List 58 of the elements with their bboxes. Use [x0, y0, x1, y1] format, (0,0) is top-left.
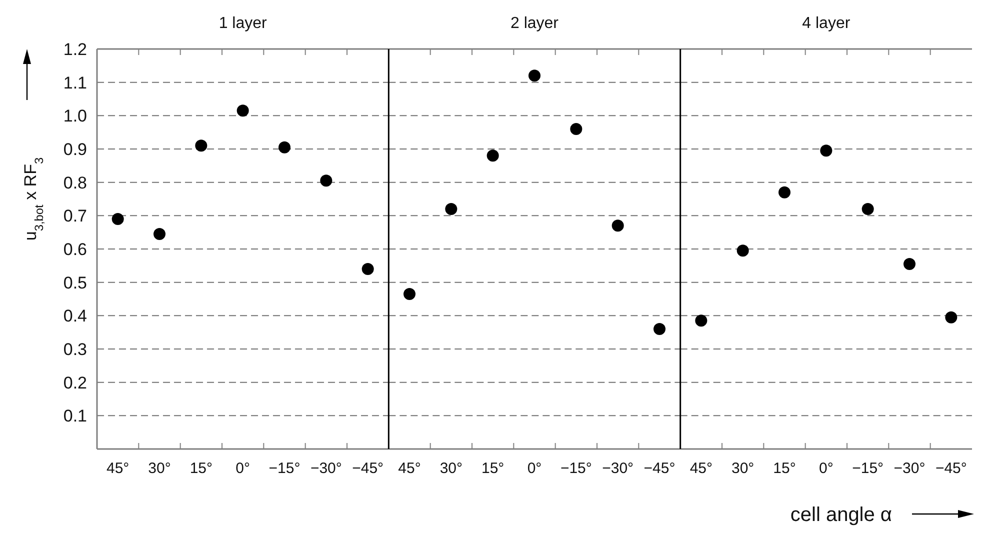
point	[820, 144, 832, 157]
point	[528, 70, 540, 82]
chart-title: 1 layer	[218, 15, 268, 32]
point	[112, 213, 124, 225]
point	[904, 258, 916, 270]
point	[362, 263, 374, 275]
y-tick-label: 0.4	[63, 306, 87, 326]
x-tick-label: 45°	[106, 460, 130, 477]
point	[695, 314, 708, 327]
x-tick-label: −15°	[268, 460, 300, 477]
point	[612, 220, 624, 232]
x-tick-label: 0°	[527, 460, 542, 477]
point	[654, 323, 666, 335]
x-tick-label: −45°	[935, 460, 967, 477]
point	[778, 186, 790, 198]
x-tick-label: 15°	[773, 460, 796, 477]
point	[486, 150, 499, 162]
x-tick-label: 30°	[440, 460, 463, 477]
point	[320, 174, 332, 187]
x-tick-label: 15°	[481, 460, 504, 477]
x-axis-title: cell angle α	[790, 504, 892, 526]
y-tick-label: 1.1	[63, 73, 87, 92]
point	[945, 311, 958, 324]
y-tick-label: 1.0	[63, 106, 87, 126]
chart-title: 2 layer	[510, 15, 560, 32]
x-tick-label: 45°	[690, 460, 713, 477]
y-tick-label: 1.2	[63, 40, 87, 59]
y-tick-label: 0.5	[63, 273, 87, 292]
x-tick-label: −30°	[310, 460, 342, 477]
x-tick-label: 30°	[148, 460, 171, 477]
x-tick-label: −45°	[352, 460, 384, 477]
y-tick-label: 0.2	[63, 373, 87, 392]
point	[736, 244, 749, 257]
y-tick-label: 0.1	[63, 406, 87, 426]
x-tick-label: −15°	[560, 460, 592, 477]
x-tick-label: −45°	[644, 460, 676, 477]
y-tick-label: 0.9	[63, 140, 87, 159]
x-tick-label: 0°	[236, 460, 250, 477]
chart-title: 4 layer	[802, 15, 851, 32]
point	[154, 228, 166, 240]
point	[862, 203, 874, 215]
point	[404, 288, 416, 300]
x-tick-label: 15°	[190, 460, 213, 477]
x-tick-label: 45°	[398, 460, 421, 477]
point	[570, 123, 582, 135]
point	[445, 203, 458, 215]
point	[195, 140, 208, 152]
x-tick-label: 30°	[731, 460, 754, 477]
x-tick-label: −15°	[852, 460, 884, 477]
y-tick-label: 0.3	[63, 340, 87, 359]
x-tick-label: 0°	[818, 460, 834, 477]
point	[236, 104, 249, 117]
x-tick-label: −30°	[894, 460, 926, 477]
y-tick-label: 0.6	[63, 240, 87, 259]
point	[278, 141, 290, 154]
y-tick-label: 0.8	[63, 173, 87, 192]
x-tick-label: −30°	[602, 460, 634, 477]
y-tick-label: 0.7	[63, 206, 87, 226]
